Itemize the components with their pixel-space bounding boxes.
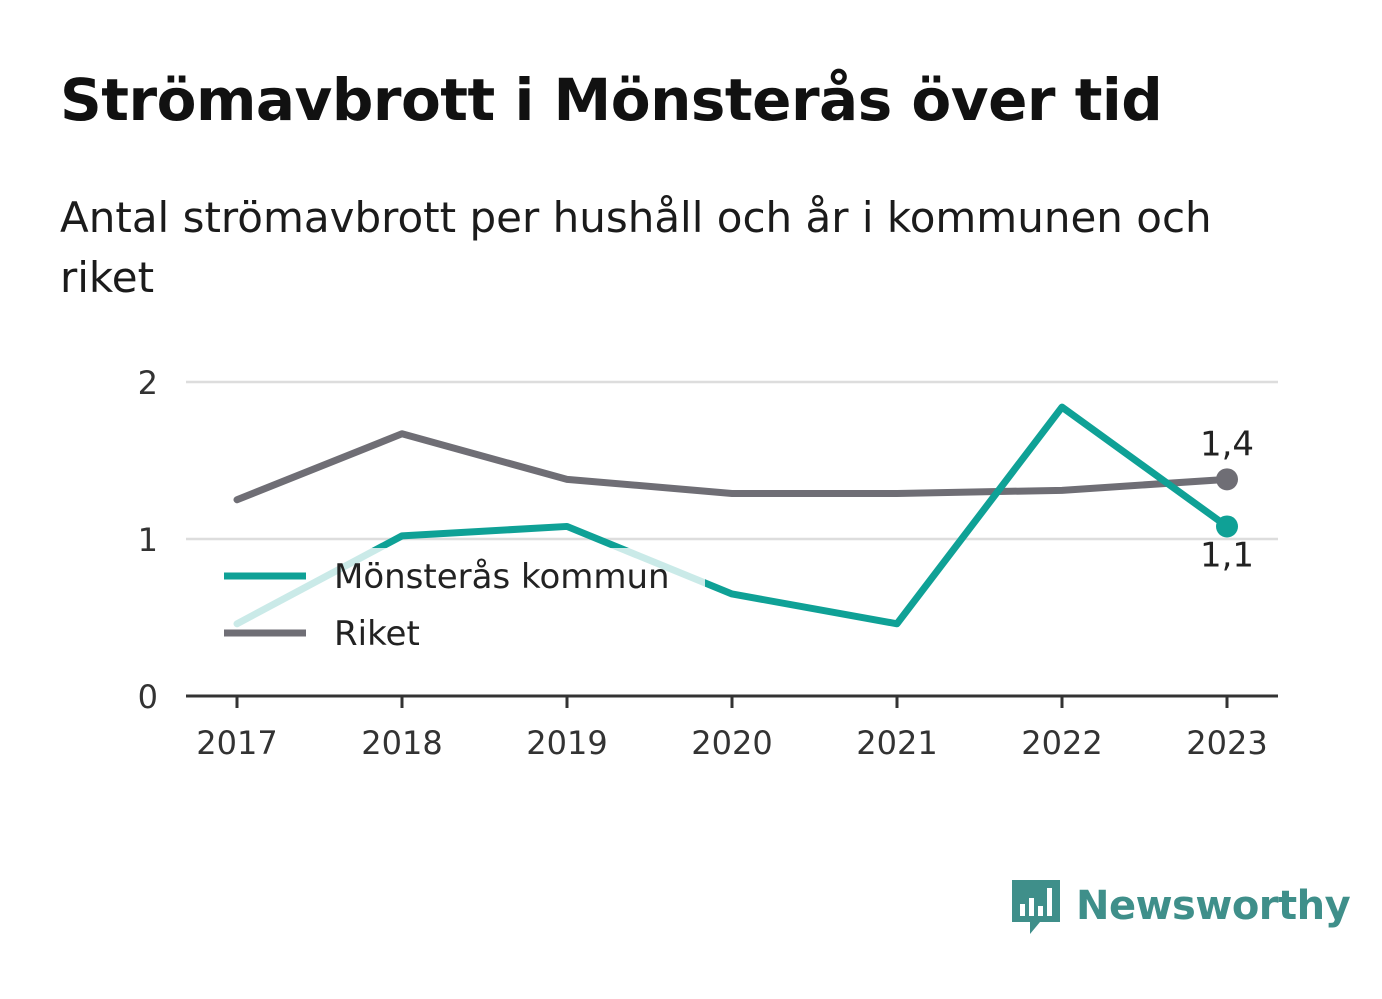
- x-tick-label: 2020: [691, 724, 772, 762]
- legend: Mönsterås kommun Riket: [205, 548, 705, 660]
- x-tick-label: 2022: [1021, 724, 1102, 762]
- legend-label: Mönsterås kommun: [334, 557, 670, 597]
- x-tick-label: 2023: [1186, 724, 1267, 762]
- y-tick-label: 0: [138, 678, 158, 716]
- brand-name: Newsworthy: [1076, 883, 1351, 929]
- chart-title: Strömavbrott i Mönsterås över tid: [60, 66, 1163, 134]
- x-axis-ticks: 2017 2018 2019 2020 2021 2022 2023: [196, 696, 1268, 762]
- legend-label: Riket: [334, 614, 420, 654]
- chart-subtitle: Antal strömavbrott per hushåll och år i …: [60, 193, 1212, 302]
- end-value-label: 1,4: [1200, 424, 1254, 464]
- x-tick-label: 2018: [361, 724, 442, 762]
- end-value-label: 1,1: [1200, 535, 1254, 575]
- series-line: [233, 403, 1231, 628]
- y-tick-label: 1: [138, 521, 158, 559]
- newsworthy-logo: Newsworthy: [1010, 876, 1351, 936]
- x-tick-label: 2019: [526, 724, 607, 762]
- legend-background: [205, 548, 705, 660]
- y-tick-label: 2: [138, 364, 158, 402]
- x-tick-label: 2021: [856, 724, 937, 762]
- bar-chart-speech-bubble-icon: [1012, 880, 1060, 934]
- end-point-marker: [1216, 468, 1238, 491]
- series-line: [233, 430, 1231, 504]
- x-tick-label: 2017: [196, 724, 277, 762]
- y-axis-ticks: 0 1 2: [138, 364, 158, 716]
- end-labels: 1,1 1,4: [1200, 424, 1254, 575]
- end-point-marker: [1216, 515, 1238, 538]
- series-lines: [233, 403, 1231, 628]
